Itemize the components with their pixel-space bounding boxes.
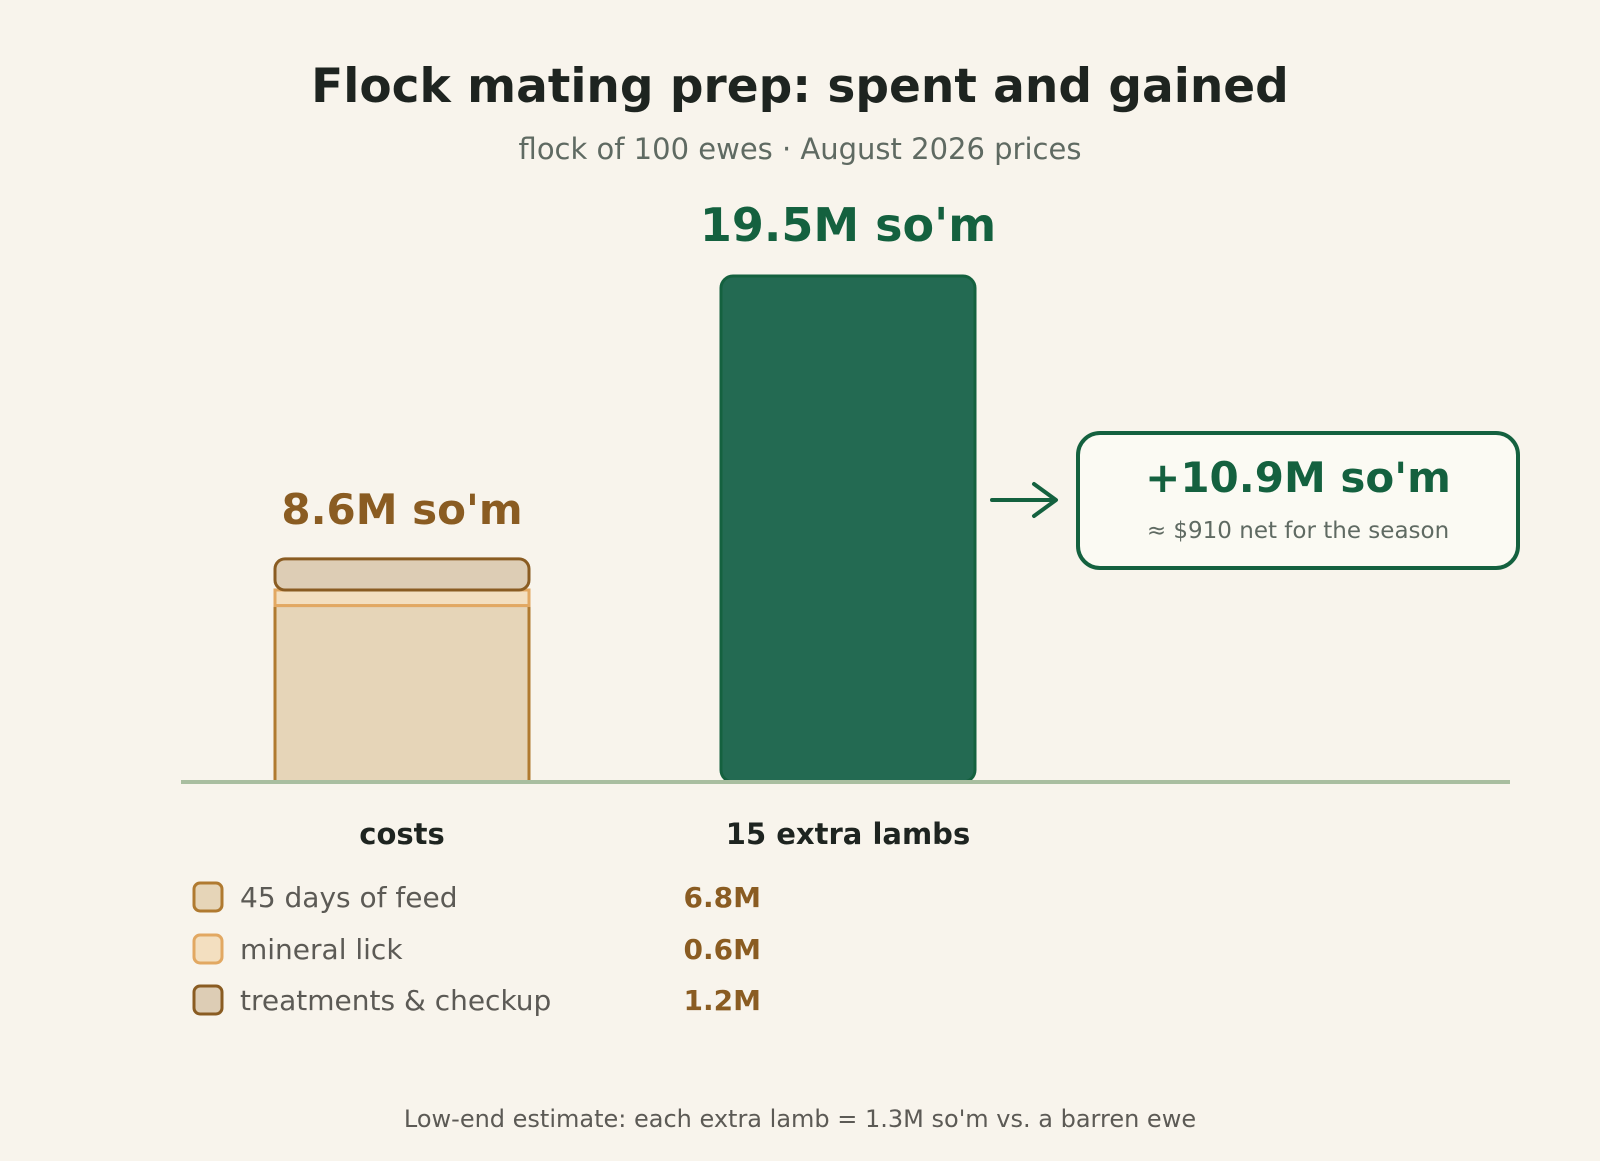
- legend-label-treatments: treatments & checkup: [240, 984, 551, 1017]
- legend-value-treatments: 1.2M: [684, 984, 761, 1017]
- bars-layer: [273, 274, 977, 784]
- legend-value-feed: 6.8M: [684, 881, 761, 914]
- cost-legend: 45 days of feed 6.8M mineral lick 0.6M treat…: [192, 881, 761, 1017]
- footnote: Low-end estimate: each extra lamb = 1.3M…: [404, 1105, 1196, 1133]
- legend-label-feed: 45 days of feed: [240, 881, 458, 914]
- lambs-total-label: 19.5M so'm: [700, 198, 996, 252]
- chart-title: Flock mating prep: spent and gained: [311, 59, 1289, 114]
- legend-swatch-treatments: [192, 984, 224, 1016]
- legend-swatch-mineral: [192, 933, 224, 965]
- cost-segment-mineral: [273, 588, 531, 608]
- net-value: +10.9M so'm: [1145, 453, 1451, 502]
- net-sublabel: ≈ $910 net for the season: [1147, 518, 1449, 544]
- legend-label-mineral: mineral lick: [240, 933, 403, 966]
- cost-segment-treatments: [273, 557, 531, 592]
- cost-segment-feed: [273, 604, 531, 784]
- category-label-lambs: 15 extra lambs: [726, 817, 970, 851]
- costs-total-label: 8.6M so'm: [281, 485, 522, 534]
- category-label-costs: costs: [359, 817, 445, 851]
- arrow-right-icon: [1032, 482, 1058, 518]
- legend-swatch-feed: [192, 881, 224, 913]
- chart-subtitle: flock of 100 ewes · August 2026 prices: [519, 132, 1082, 166]
- net-box: [1076, 431, 1520, 570]
- net-callout: +10.9M so'm ≈ $910 net for the season: [990, 431, 1520, 570]
- bar-extra-lambs: [719, 274, 977, 784]
- legend-value-mineral: 0.6M: [684, 933, 761, 966]
